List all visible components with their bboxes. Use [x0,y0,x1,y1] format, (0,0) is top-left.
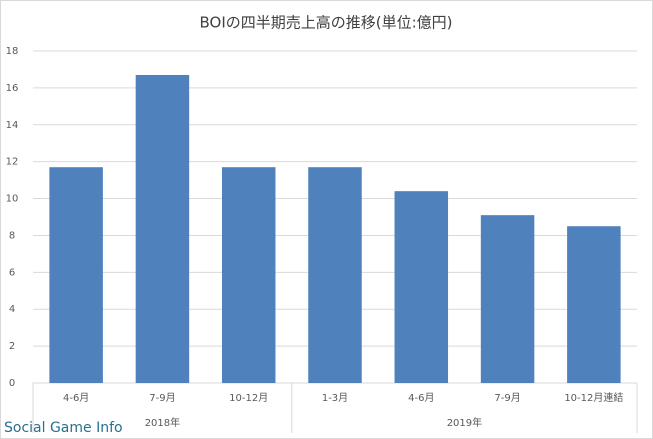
bar [308,167,362,383]
y-tick-label: 2 [9,341,15,352]
y-tick-label: 12 [6,157,19,168]
bar [221,167,276,383]
x-tick-label: 1-3月 [322,392,348,404]
group-label: 2018年 [145,416,180,429]
y-tick-label: 14 [6,120,19,131]
bar [567,226,621,383]
x-tick-label: 10-12月連結 [564,391,623,404]
y-tick-label: 4 [9,304,15,315]
y-tick-label: 8 [9,230,15,241]
bar [480,215,535,383]
bar [135,74,190,383]
x-tick-label: 10-12月 [229,392,268,404]
bar [49,167,103,383]
x-tick-label: 4-6月 [63,392,89,404]
group-label: 2019年 [447,416,482,429]
y-tick-label: 18 [6,46,19,57]
chart-title: BOIの四半期売上高の推移(単位:億円) [199,14,452,32]
y-tick-label: 16 [6,83,19,94]
x-tick-label: 4-6月 [408,392,434,404]
y-tick-label: 6 [9,267,15,278]
x-tick-label: 7-9月 [149,392,175,404]
bar [394,191,449,383]
watermark: Social Game Info [4,420,123,436]
y-tick-label: 0 [9,378,15,389]
x-tick-label: 7-9月 [494,392,520,404]
y-tick-label: 10 [6,194,19,205]
